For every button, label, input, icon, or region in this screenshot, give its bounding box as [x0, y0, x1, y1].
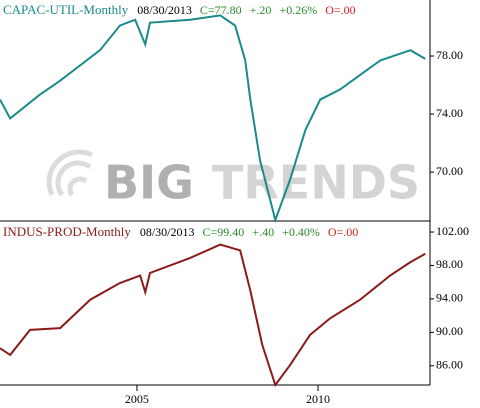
y-tick-label: 86.00	[436, 358, 463, 372]
x-tick-label: 2010	[306, 392, 330, 406]
y-tick-label: 90.00	[436, 324, 463, 338]
data-line	[0, 243, 426, 388]
quote-text: +0.26%	[279, 3, 317, 17]
watermark-logo	[46, 149, 94, 197]
quote-text: +.20	[250, 3, 272, 17]
y-tick-label: 78.00	[436, 48, 463, 62]
panel-title: CAPAC-UTIL-Monthly	[3, 2, 129, 17]
y-tick-label: 94.00	[436, 291, 463, 305]
quote-text: C=77.80	[200, 3, 242, 17]
quote-text: 08/30/2013	[137, 3, 192, 17]
quote-text: +0.40%	[282, 225, 320, 239]
y-tick-label: 74.00	[436, 106, 463, 120]
quote-text: 08/30/2013	[140, 225, 195, 239]
y-tick-label: 102.00	[436, 224, 469, 238]
watermark: TRENDS	[212, 156, 420, 210]
quote-text: +.40	[252, 225, 274, 239]
quote-text: C=99.40	[203, 225, 245, 239]
y-tick-label: 98.00	[436, 257, 463, 271]
quote-text: O=.00	[328, 225, 358, 239]
x-tick-label: 2005	[125, 392, 149, 406]
quote-text: O=.00	[325, 3, 355, 17]
data-line	[0, 14, 426, 224]
panel-title: INDUS-PROD-Monthly	[3, 224, 131, 239]
y-tick-label: 70.00	[436, 164, 463, 178]
watermark: BIG	[104, 156, 194, 210]
